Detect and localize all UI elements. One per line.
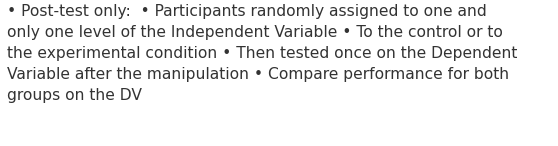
- Text: • Post-test only:  • Participants randomly assigned to one and
only one level of: • Post-test only: • Participants randoml…: [7, 4, 517, 103]
